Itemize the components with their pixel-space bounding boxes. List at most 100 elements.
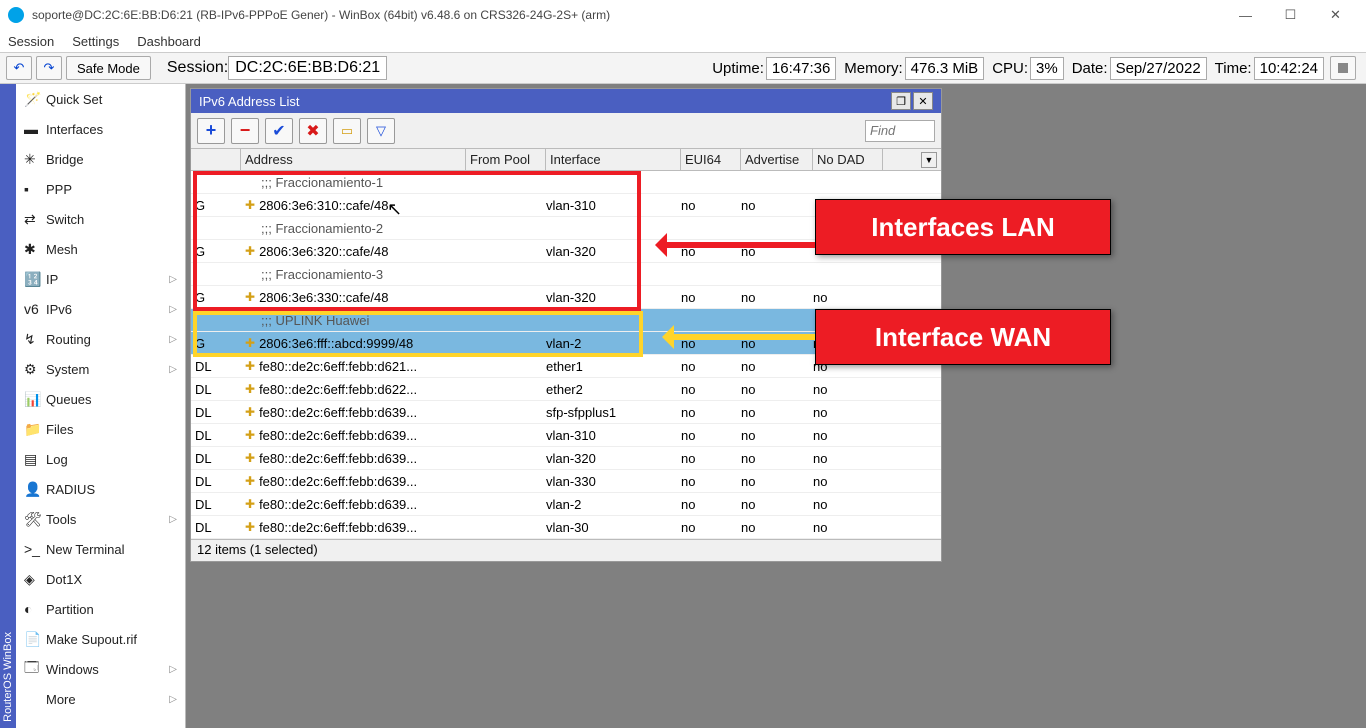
cell: G [191, 244, 241, 259]
sidebar-item-label: RADIUS [46, 482, 95, 497]
sidebar-item-ppp[interactable]: ▪PPP [16, 174, 185, 204]
menu-session[interactable]: Session [8, 34, 54, 49]
sidebar-item-dot1x[interactable]: ◈Dot1X [16, 564, 185, 594]
sidebar-item-quick-set[interactable]: 🪄Quick Set [16, 84, 185, 114]
sidebar-item-log[interactable]: ▤Log [16, 444, 185, 474]
disable-button[interactable]: ✖ [299, 118, 327, 144]
cell: DL [191, 474, 241, 489]
sidebar-item-system[interactable]: ⚙System▷ [16, 354, 185, 384]
column-header-eui64[interactable]: EUI64 [681, 149, 741, 170]
cell: vlan-310 [546, 198, 681, 213]
table-row[interactable]: DL✚fe80::de2c:6eff:febb:d639...vlan-310n… [191, 424, 941, 447]
comment-row[interactable]: ;;; Fraccionamiento-3 [191, 263, 941, 286]
cell: no [681, 405, 741, 420]
uptime-value: 16:47:36 [766, 57, 836, 80]
find-input[interactable] [865, 120, 935, 142]
cell: no [741, 382, 813, 397]
remove-button[interactable]: − [231, 118, 259, 144]
add-button[interactable]: + [197, 118, 225, 144]
inner-window-titlebar[interactable]: IPv6 Address List ❐ ✕ [191, 89, 941, 113]
cell: no [681, 428, 741, 443]
sidebar-item-mesh[interactable]: ✱Mesh [16, 234, 185, 264]
menu-dashboard[interactable]: Dashboard [137, 34, 201, 49]
address-icon: ✚ [245, 290, 255, 304]
cell: ✚fe80::de2c:6eff:febb:d622... [241, 382, 466, 397]
inner-restore-button[interactable]: ❐ [891, 92, 911, 110]
address-icon: ✚ [245, 428, 255, 442]
cell: ✚fe80::de2c:6eff:febb:d639... [241, 520, 466, 535]
cell: ✚2806:3e6:fff::abcd:9999/48 [241, 336, 466, 351]
comment-button[interactable]: ▭ [333, 118, 361, 144]
cell: no [741, 451, 813, 466]
sidebar-item-tools[interactable]: 🛠Tools▷ [16, 504, 185, 534]
cell: no [813, 290, 883, 305]
sidebar-item-new-terminal[interactable]: >_New Terminal [16, 534, 185, 564]
column-header-address[interactable]: Address [241, 149, 466, 170]
column-header-flag[interactable] [191, 149, 241, 170]
cell: no [741, 405, 813, 420]
close-button[interactable]: ✕ [1313, 0, 1358, 30]
menubar: Session Settings Dashboard [0, 30, 1366, 52]
sidebar-icon: ⚙ [24, 361, 46, 378]
enable-button[interactable]: ✔ [265, 118, 293, 144]
sidebar-item-ipv6[interactable]: v6IPv6▷ [16, 294, 185, 324]
table-row[interactable]: DL✚fe80::de2c:6eff:febb:d639...vlan-2non… [191, 493, 941, 516]
sidebar-item-make-supout-rif[interactable]: 📄Make Supout.rif [16, 624, 185, 654]
sidebar-item-label: Queues [46, 392, 92, 407]
table-row[interactable]: DL✚fe80::de2c:6eff:febb:d639...vlan-30no… [191, 516, 941, 539]
sidebar-item-label: Mesh [46, 242, 78, 257]
inner-close-button[interactable]: ✕ [913, 92, 933, 110]
safe-mode-button[interactable]: Safe Mode [66, 56, 151, 80]
sidebar-item-queues[interactable]: 📊Queues [16, 384, 185, 414]
undo-button[interactable]: ↶ [6, 56, 32, 80]
sidebar-item-radius[interactable]: 👤RADIUS [16, 474, 185, 504]
sidebar-item-interfaces[interactable]: ▬Interfaces [16, 114, 185, 144]
sidebar-item-routing[interactable]: ↯Routing▷ [16, 324, 185, 354]
cell: no [681, 290, 741, 305]
cell: G [191, 336, 241, 351]
left-strip: RouterOS WinBox [0, 84, 16, 728]
cell: no [681, 497, 741, 512]
sidebar-item-switch[interactable]: ⇄Switch [16, 204, 185, 234]
column-header-interface[interactable]: Interface [546, 149, 681, 170]
arrow-lan [659, 242, 815, 248]
submenu-arrow-icon: ▷ [169, 304, 177, 315]
column-header-no-dad[interactable]: No DAD [813, 149, 883, 170]
sidebar-item-partition[interactable]: ◐Partition [16, 594, 185, 624]
comment-row[interactable]: ;;; Fraccionamiento-1 [191, 171, 941, 194]
table-row[interactable]: DL✚fe80::de2c:6eff:febb:d639...vlan-320n… [191, 447, 941, 470]
table-row[interactable]: DL✚fe80::de2c:6eff:febb:d639...sfp-sfppl… [191, 401, 941, 424]
sidebar-item-bridge[interactable]: ✳Bridge [16, 144, 185, 174]
cell: ether2 [546, 382, 681, 397]
cell: no [813, 451, 883, 466]
submenu-arrow-icon: ▷ [169, 664, 177, 675]
filter-button[interactable]: ▽ [367, 118, 395, 144]
titlebar: soporte@DC:2C:6E:BB:D6:21 (RB-IPv6-PPPoE… [0, 0, 1366, 30]
sidebar-item-ip[interactable]: 🔢IP▷ [16, 264, 185, 294]
address-icon: ✚ [245, 520, 255, 534]
sidebar-item-windows[interactable]: 🗔Windows▷ [16, 654, 185, 684]
maximize-button[interactable]: ☐ [1268, 0, 1313, 30]
minimize-button[interactable]: — [1223, 0, 1268, 30]
sidebar-item-files[interactable]: 📁Files [16, 414, 185, 444]
table-row[interactable]: DL✚fe80::de2c:6eff:febb:d639...vlan-330n… [191, 470, 941, 493]
cell: vlan-2 [546, 497, 681, 512]
column-header-advertise[interactable]: Advertise [741, 149, 813, 170]
session-label: Session: [167, 59, 228, 77]
table-row[interactable]: DL✚fe80::de2c:6eff:febb:d622...ether2non… [191, 378, 941, 401]
cell: no [681, 451, 741, 466]
column-header-from-pool[interactable]: From Pool [466, 149, 546, 170]
toolbar: ↶ ↷ Safe Mode Session: DC:2C:6E:BB:D6:21… [0, 52, 1366, 84]
sidebar-icon: ↯ [24, 331, 46, 348]
column-menu-button[interactable]: ▼ [921, 152, 937, 168]
main-area: RouterOS WinBox 🪄Quick Set▬Interfaces✳Br… [0, 84, 1366, 728]
sidebar-item-more[interactable]: More▷ [16, 684, 185, 714]
cell: G [191, 290, 241, 305]
table-row[interactable]: G✚2806:3e6:330::cafe/48vlan-320nonono [191, 286, 941, 309]
cell: no [813, 520, 883, 535]
toolbar-square-icon[interactable] [1330, 56, 1356, 80]
sidebar-item-label: Dot1X [46, 572, 82, 587]
menu-settings[interactable]: Settings [72, 34, 119, 49]
redo-button[interactable]: ↷ [36, 56, 62, 80]
address-icon: ✚ [245, 359, 255, 373]
